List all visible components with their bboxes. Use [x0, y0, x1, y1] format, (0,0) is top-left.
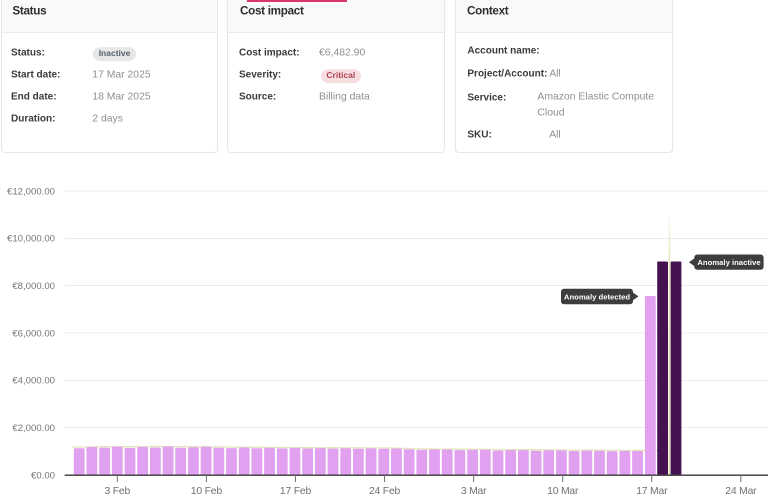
svg-text:€2,000.00: €2,000.00 — [12, 423, 55, 434]
svg-text:24 Feb: 24 Feb — [369, 486, 401, 497]
svg-text:10 Mar: 10 Mar — [547, 486, 579, 497]
svg-text:€4,000.00: €4,000.00 — [12, 376, 55, 387]
svg-text:3 Mar: 3 Mar — [461, 486, 487, 497]
svg-text:17 Feb: 17 Feb — [280, 486, 312, 497]
svg-text:17 Mar: 17 Mar — [636, 486, 668, 497]
svg-text:24 Mar: 24 Mar — [725, 486, 757, 497]
svg-text:Anomaly inactive: Anomaly inactive — [697, 258, 761, 267]
svg-text:3 Feb: 3 Feb — [105, 486, 131, 497]
svg-text:€6,000.00: €6,000.00 — [12, 328, 55, 339]
svg-text:€0.00: €0.00 — [31, 470, 55, 481]
svg-text:Anomaly detected: Anomaly detected — [564, 292, 631, 301]
svg-text:€12,000.00: €12,000.00 — [7, 186, 55, 197]
svg-text:€10,000.00: €10,000.00 — [7, 234, 55, 245]
svg-text:10 Feb: 10 Feb — [191, 486, 223, 497]
svg-text:€8,000.00: €8,000.00 — [12, 281, 55, 292]
